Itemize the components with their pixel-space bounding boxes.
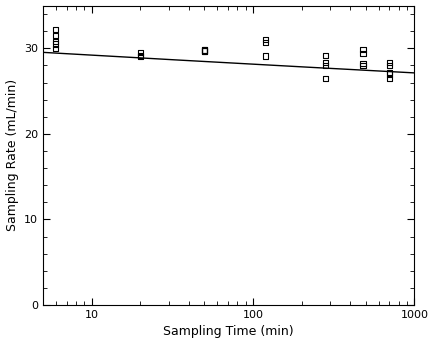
- Point: [201, 47, 208, 53]
- Point: [322, 76, 329, 81]
- X-axis label: Sampling Time (min): Sampling Time (min): [164, 325, 294, 338]
- Point: [322, 60, 329, 66]
- Point: [53, 33, 59, 38]
- Point: [322, 63, 329, 68]
- Point: [359, 51, 366, 56]
- Point: [53, 41, 59, 47]
- Point: [263, 40, 270, 45]
- Y-axis label: Sampling Rate (mL/min): Sampling Rate (mL/min): [6, 79, 19, 232]
- Point: [201, 47, 208, 53]
- Point: [137, 52, 144, 58]
- Point: [386, 60, 393, 66]
- Point: [53, 39, 59, 44]
- Point: [359, 46, 366, 52]
- Point: [359, 61, 366, 66]
- Point: [263, 53, 270, 59]
- Point: [386, 76, 393, 81]
- Point: [359, 63, 366, 68]
- Point: [386, 63, 393, 68]
- Point: [53, 27, 59, 32]
- Point: [137, 54, 144, 60]
- Point: [201, 48, 208, 54]
- Point: [322, 52, 329, 58]
- Point: [263, 37, 270, 43]
- Point: [201, 48, 208, 54]
- Point: [53, 46, 59, 51]
- Point: [386, 71, 393, 77]
- Point: [386, 69, 393, 75]
- Point: [137, 50, 144, 55]
